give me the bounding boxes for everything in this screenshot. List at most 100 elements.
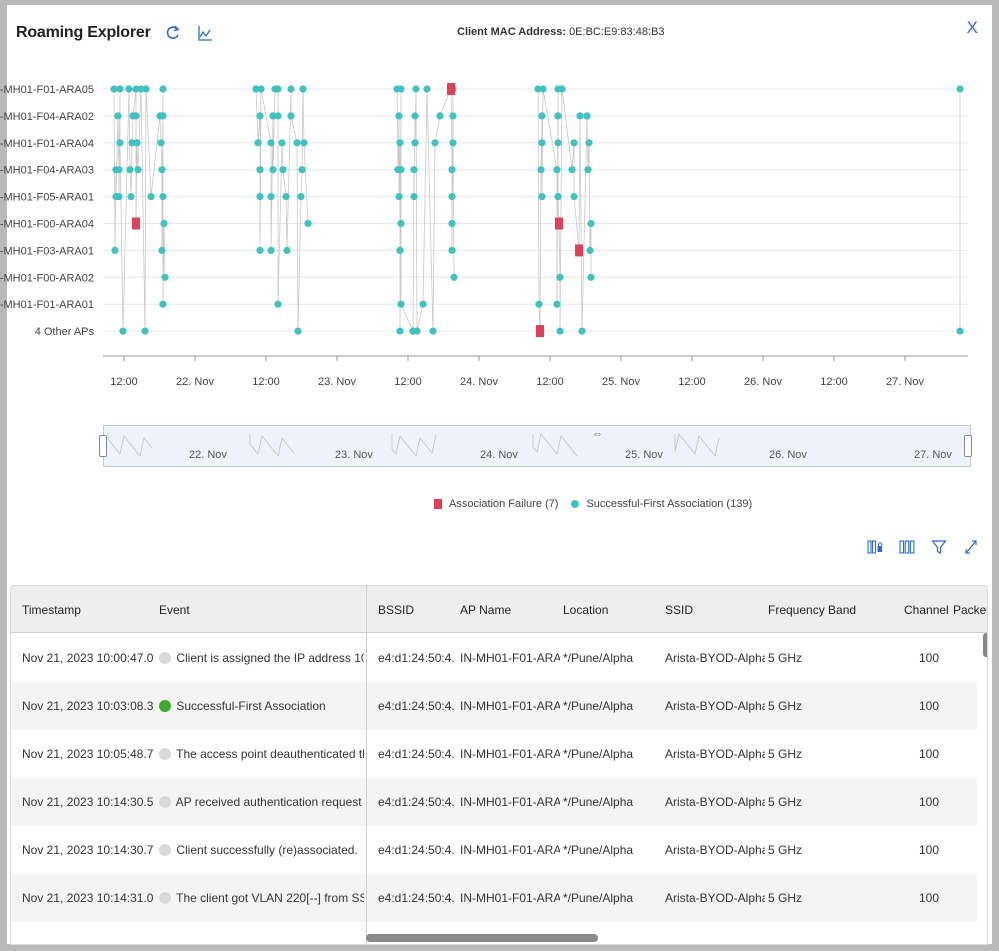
success-point xyxy=(111,246,119,254)
navigator-drag-icon[interactable]: ⇔ xyxy=(592,428,603,440)
channel-cell: 100 xyxy=(918,699,939,713)
column-header[interactable]: Location xyxy=(563,603,609,617)
event-cell: The client got VLAN 220[--] from SSID VL… xyxy=(159,891,364,905)
column-header[interactable]: AP Name xyxy=(460,603,512,617)
timestamp-cell: Nov 21, 2023 10:05:48.783 ... xyxy=(22,747,154,761)
failure-point xyxy=(575,244,583,257)
vertical-scrollbar[interactable] xyxy=(983,633,987,657)
navigator-series-line xyxy=(532,433,578,457)
table-row[interactable]: Nov 21, 2023 10:00:47.071 ... Client is … xyxy=(11,634,977,682)
table-row[interactable]: Nov 21, 2023 10:14:30.570 ... AP receive… xyxy=(11,778,977,826)
table-row[interactable]: Nov 21, 2023 10:14:30.792 ... Client suc… xyxy=(11,826,977,874)
success-point xyxy=(287,85,295,93)
success-point xyxy=(956,85,964,93)
success-point xyxy=(553,300,561,308)
success-point xyxy=(126,166,134,174)
chart-navigator[interactable]: ⇔ 22. Nov 23. Nov 24. Nov 25. Nov 26. No… xyxy=(99,425,972,467)
filter-icon[interactable] xyxy=(930,537,948,557)
timestamp-cell: Nov 21, 2023 10:14:30.570 ... xyxy=(22,795,154,809)
refresh-icon[interactable] xyxy=(163,23,183,43)
location-cell: */Pune/Alpha xyxy=(563,747,634,761)
success-point xyxy=(283,246,291,254)
success-point xyxy=(160,219,168,228)
success-point xyxy=(132,112,140,120)
success-point xyxy=(410,166,418,174)
column-lock-icon[interactable] xyxy=(866,537,884,557)
navigator-label: 24. Nov xyxy=(480,449,518,461)
chart-legend: Association Failure (7) Successful-First… xyxy=(434,498,765,510)
ssid-cell: Arista-BYOD-Alpha-... xyxy=(665,843,765,857)
success-point xyxy=(568,166,576,174)
success-point xyxy=(287,112,295,120)
event-text: The client got VLAN 220[--] from SSID VL… xyxy=(176,891,364,905)
success-point xyxy=(450,273,458,281)
navigator-right-handle[interactable] xyxy=(964,435,972,457)
location-cell: */Pune/Alpha xyxy=(563,795,634,809)
success-point xyxy=(119,327,127,335)
event-text: AP received authentication request from … xyxy=(175,795,364,809)
column-header[interactable]: Timestamp xyxy=(22,603,81,617)
roaming-path-line xyxy=(396,88,455,332)
success-point xyxy=(125,85,133,93)
roaming-path-line xyxy=(537,88,592,332)
success-point xyxy=(282,193,290,201)
expand-icon[interactable] xyxy=(962,537,980,557)
roaming-scatter-chart[interactable]: IN-MH01-F01-ARA05 IN-MH01-F04-ARA02 IN-MH0… xyxy=(0,70,999,415)
navigator-minimap xyxy=(107,433,720,457)
legend-label: Successful-First Association (139) xyxy=(586,498,753,510)
success-point xyxy=(576,112,584,120)
x-axis-label: 27. Nov xyxy=(886,376,924,388)
success-point xyxy=(423,85,431,93)
event-cell: The access point deauthenticated the cli… xyxy=(159,747,364,761)
navigator-series-line xyxy=(391,434,437,457)
status-dot-icon xyxy=(159,844,171,856)
table-row[interactable]: Nov 21, 2023 10:03:08.308 ... Successful… xyxy=(11,682,977,730)
legend-item-success[interactable]: Successful-First Association (139) xyxy=(571,498,752,510)
location-cell: */Pune/Alpha xyxy=(563,843,634,857)
column-header[interactable]: Event xyxy=(159,603,190,617)
success-point xyxy=(397,219,405,228)
ssid-cell: Arista-BYOD-Alpha-... xyxy=(665,747,765,761)
timestamp-cell: Nov 21, 2023 10:14:31.015 ... xyxy=(22,891,154,905)
success-point xyxy=(142,85,150,93)
ap-name-cell: IN-MH01-F01-ARA05 xyxy=(460,699,560,713)
columns-icon[interactable] xyxy=(898,537,916,557)
table-row[interactable]: Nov 21, 2023 10:05:48.783 ... The access… xyxy=(11,730,977,778)
success-point xyxy=(537,166,545,174)
bssid-cell: e4:d1:24:50:4... xyxy=(378,699,454,713)
success-point xyxy=(267,193,275,201)
success-point xyxy=(110,85,118,93)
trend-chart-icon[interactable] xyxy=(195,23,215,43)
horizontal-scrollbar[interactable] xyxy=(366,934,598,942)
column-header[interactable]: SSID xyxy=(665,603,694,617)
navigator-label: 25. Nov xyxy=(625,449,663,461)
success-point xyxy=(431,139,439,147)
status-dot-icon xyxy=(159,796,171,808)
timestamp-cell: Nov 21, 2023 10:14:30.792 ... xyxy=(22,843,154,857)
y-axis-label: IN-MH01-F01-ARA01 xyxy=(0,299,94,311)
band-cell: 5 GHz xyxy=(768,699,803,713)
column-header[interactable]: Frequency Band xyxy=(768,603,857,617)
navigator-label: 22. Nov xyxy=(189,449,227,461)
success-point xyxy=(556,273,564,281)
success-point xyxy=(269,112,277,120)
x-axis-label: 23. Nov xyxy=(318,376,356,388)
navigator-left-handle[interactable] xyxy=(99,435,107,457)
success-point xyxy=(570,193,578,201)
column-header[interactable]: Packet C xyxy=(953,603,988,617)
success-point xyxy=(397,85,405,93)
location-cell: */Pune/Alpha xyxy=(563,699,634,713)
success-point xyxy=(274,112,282,120)
success-point xyxy=(397,300,405,308)
success-point xyxy=(558,85,566,93)
table-row[interactable]: Nov 21, 2023 10:14:31.015 ... The client… xyxy=(11,874,977,922)
channel-cell: 100 xyxy=(918,891,939,905)
column-header[interactable]: Channel xyxy=(904,603,949,617)
success-point xyxy=(257,85,265,93)
success-point xyxy=(159,85,167,93)
close-button[interactable]: X xyxy=(966,18,978,37)
success-point xyxy=(294,327,302,335)
success-point xyxy=(278,139,286,147)
legend-item-failure[interactable]: Association Failure (7) xyxy=(434,498,558,510)
column-header[interactable]: BSSID xyxy=(378,603,415,617)
